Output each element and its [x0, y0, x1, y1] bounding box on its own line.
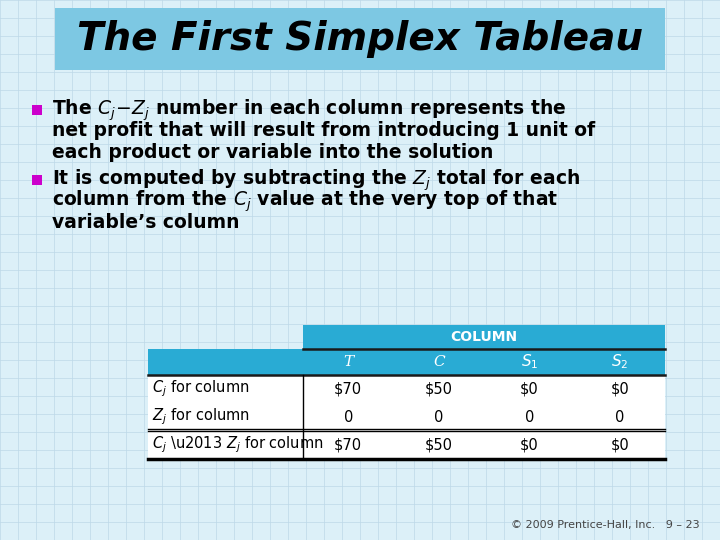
Text: It is computed by subtracting the $\mathit{Z}_j$ total for each: It is computed by subtracting the $\math… — [52, 167, 580, 193]
Text: 0: 0 — [525, 409, 534, 424]
Bar — [55, 8, 665, 70]
Text: net profit that will result from introducing 1 unit of: net profit that will result from introdu… — [52, 122, 595, 140]
Text: COLUMN: COLUMN — [451, 330, 518, 344]
Text: $\mathit{C}_j$ for column: $\mathit{C}_j$ for column — [152, 379, 250, 399]
Text: $S_1$: $S_1$ — [521, 353, 538, 372]
Text: T: T — [343, 355, 354, 369]
Text: C: C — [433, 355, 444, 369]
Text: $0: $0 — [520, 381, 539, 396]
Text: 0: 0 — [615, 409, 624, 424]
Text: 0: 0 — [343, 409, 353, 424]
Text: $\mathit{C}_j$ \u2013 $\mathit{Z}_j$ for column: $\mathit{C}_j$ \u2013 $\mathit{Z}_j$ for… — [152, 435, 323, 455]
Text: $70: $70 — [334, 381, 362, 396]
Text: variable’s column: variable’s column — [52, 213, 240, 232]
Text: © 2009 Prentice-Hall, Inc.   9 – 23: © 2009 Prentice-Hall, Inc. 9 – 23 — [511, 520, 700, 530]
Text: $0: $0 — [611, 381, 629, 396]
Bar — [148, 349, 665, 375]
Text: $70: $70 — [334, 437, 362, 453]
Bar — [32, 105, 42, 115]
Bar — [148, 375, 665, 459]
Text: column from the $\mathit{C}_j$ value at the very top of that: column from the $\mathit{C}_j$ value at … — [52, 188, 558, 214]
Text: $50: $50 — [425, 437, 453, 453]
Text: $\mathit{Z}_j$ for column: $\mathit{Z}_j$ for column — [152, 407, 250, 427]
Bar — [303, 325, 665, 349]
Text: each product or variable into the solution: each product or variable into the soluti… — [52, 143, 493, 161]
Text: The $\mathit{C}_j\!-\!\mathit{Z}_j$ number in each column represents the: The $\mathit{C}_j\!-\!\mathit{Z}_j$ numb… — [52, 97, 567, 123]
Bar — [32, 175, 42, 185]
Text: $0: $0 — [611, 437, 629, 453]
Text: The First Simplex Tableau: The First Simplex Tableau — [77, 20, 643, 58]
Text: $0: $0 — [520, 437, 539, 453]
Text: $S_2$: $S_2$ — [611, 353, 629, 372]
Text: $50: $50 — [425, 381, 453, 396]
Text: 0: 0 — [434, 409, 444, 424]
